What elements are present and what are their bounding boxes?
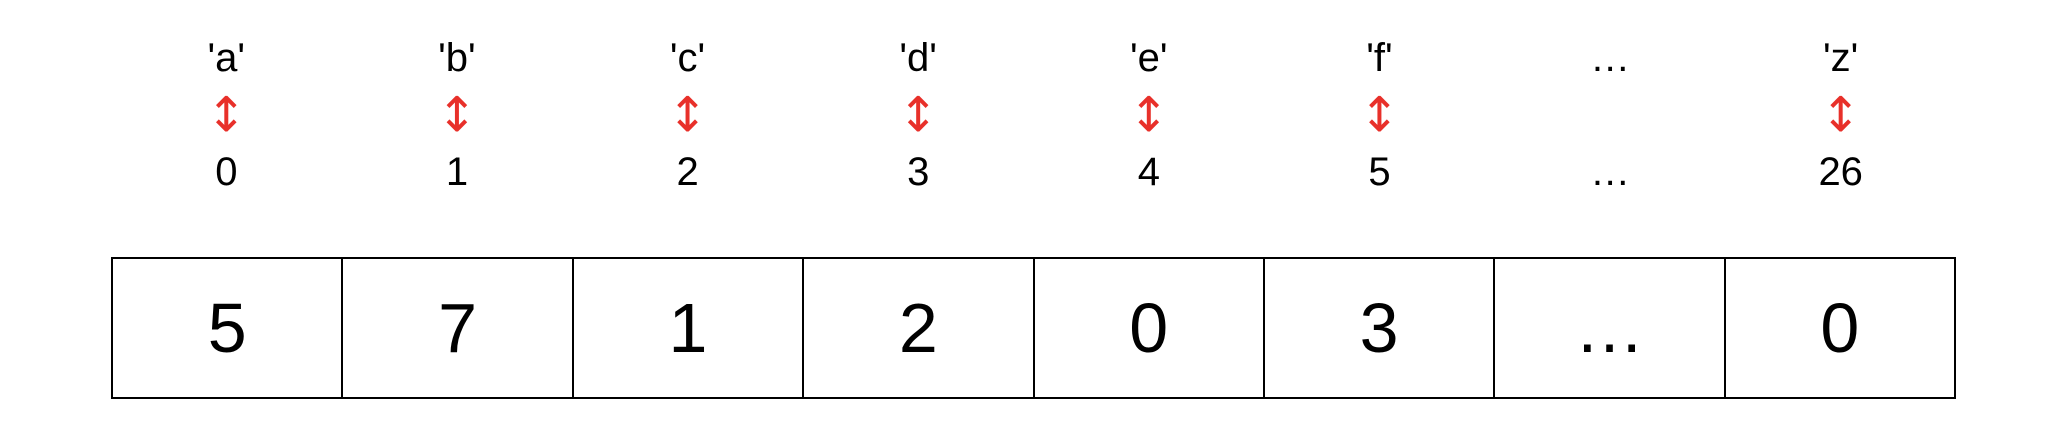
mapping-columns: 'a' ↕ 0 'b' ↕ 1 'c' ↕ 2 'd' ↕ 3 'e' ↕ 4 … — [111, 30, 1956, 200]
char-label: 'z' — [1823, 36, 1859, 80]
count-array: 5 7 1 2 0 3 … 0 — [111, 257, 1956, 399]
index-label: 4 — [1137, 150, 1160, 194]
mapping-column-e: 'e' ↕ 4 — [1034, 30, 1265, 200]
index-label: 5 — [1368, 150, 1391, 194]
array-cell: 0 — [1820, 289, 1860, 367]
char-label: 'a' — [207, 36, 246, 80]
char-label: 'c' — [669, 36, 706, 80]
char-label: 'b' — [438, 36, 476, 80]
char-label: 'd' — [899, 36, 937, 80]
up-down-arrow-icon: ↕ — [436, 87, 478, 143]
array-cell: 0 — [1035, 259, 1265, 397]
up-down-arrow-icon: ↕ — [1359, 87, 1400, 143]
array-cell-ellipsis: … — [1495, 259, 1726, 397]
index-label: 1 — [445, 150, 469, 194]
index-label: 26 — [1818, 150, 1863, 194]
mapping-column-f: 'f' ↕ 5 — [1264, 30, 1495, 200]
array-cell: 3 — [1265, 259, 1496, 397]
mapping-column-ellipsis: … … — [1495, 30, 1726, 200]
index-label: 3 — [907, 150, 930, 194]
up-down-arrow-icon: ↕ — [898, 87, 939, 143]
array-cell: 1 — [574, 259, 805, 397]
index-label: … — [1590, 150, 1631, 194]
up-down-arrow-icon: ↕ — [667, 87, 708, 143]
char-label: 'e' — [1130, 36, 1168, 80]
index-label: 0 — [215, 150, 238, 194]
array-cell: 5 — [113, 259, 344, 397]
up-down-arrow-icon: ↕ — [206, 87, 247, 143]
mapping-column-c: 'c' ↕ 2 — [572, 30, 803, 200]
mapping-column-b: 'b' ↕ 1 — [342, 30, 573, 200]
index-label: 2 — [676, 150, 699, 194]
array-cell: 7 — [343, 259, 574, 397]
array-cell: 2 — [804, 259, 1035, 397]
mapping-column-d: 'd' ↕ 3 — [803, 30, 1034, 200]
up-down-arrow-icon: ↕ — [1820, 87, 1861, 143]
up-down-arrow-icon: ↕ — [1128, 87, 1169, 143]
mapping-column-z: 'z' ↕ 26 — [1725, 30, 1956, 200]
char-label: … — [1590, 36, 1631, 80]
char-label: 'f' — [1366, 36, 1393, 80]
mapping-column-a: 'a' ↕ 0 — [111, 30, 342, 200]
